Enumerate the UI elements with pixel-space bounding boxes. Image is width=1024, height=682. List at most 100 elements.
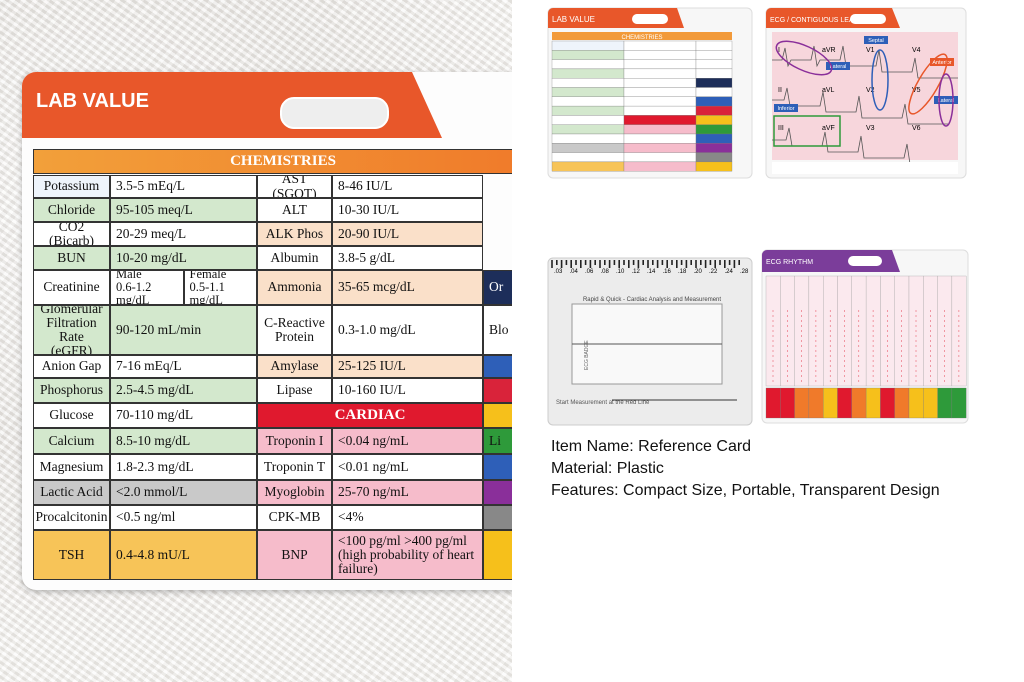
- thumb-title: ECG / CONTIGUOUS LEADS: [770, 17, 864, 24]
- scale-label: .14: [647, 269, 656, 275]
- mini-cell: [551, 115, 625, 125]
- lead-group: [775, 40, 833, 76]
- thumb-lab: LAB VALUE CHEMISTRIES: [547, 7, 753, 179]
- mini-cell: [551, 124, 625, 135]
- region-label: Lateral: [938, 98, 955, 104]
- lead-label: V6: [912, 125, 921, 132]
- mini-cell: [623, 40, 697, 51]
- mini-cell: [623, 124, 697, 135]
- rhythm-label: [837, 387, 852, 419]
- mini-cell: [551, 40, 625, 51]
- extra-cell: [483, 355, 512, 378]
- extra-cell: [483, 403, 512, 428]
- mini-cell: [695, 50, 733, 60]
- row-value: 20-90 IU/L: [332, 222, 483, 246]
- thumb-title: ECG RHYTHM: [766, 259, 813, 266]
- rhythm-label: [937, 387, 953, 419]
- row-name: Procalcitonin: [33, 505, 110, 530]
- lead-group: [871, 49, 889, 111]
- row-value: 3.8-5 g/dL: [332, 246, 483, 270]
- region-tag: [864, 36, 888, 44]
- mini-cell: [623, 50, 697, 60]
- row-value: <100 pg/ml >400 pg/ml (high probability …: [332, 530, 483, 580]
- lab-card: LAB VALUE CHEMISTRIES Potassium 3.5-5 mEq/…: [22, 72, 512, 590]
- section-header: CHEMISTRIES: [33, 149, 512, 174]
- mini-cell: [695, 68, 733, 79]
- extra-cell: Li: [483, 428, 512, 454]
- creatinine-label: Male: [116, 270, 142, 281]
- mini-cell: [551, 161, 625, 172]
- row-name: AST (SGOT): [257, 175, 332, 198]
- row-value: 20-29 meq/L: [110, 222, 257, 246]
- rhythm-label: [765, 387, 781, 419]
- row-name: Phosphorus: [33, 378, 110, 403]
- row-name: CO2 (Bicarb): [33, 222, 110, 246]
- row-value: 35-65 mcg/dL: [332, 270, 483, 305]
- extra-cell: [483, 480, 512, 505]
- item-features: Features: Compact Size, Portable, Transp…: [551, 482, 940, 499]
- region-tag: [774, 104, 798, 112]
- section-header: CARDIAC: [257, 403, 483, 428]
- slot: [280, 97, 389, 129]
- badge-start: Start Measurement at the Red Line: [556, 400, 650, 406]
- rhythm-label: [780, 387, 795, 419]
- row-name: BUN: [33, 246, 110, 270]
- lead-label: III: [778, 125, 784, 132]
- mini-cell: [623, 115, 697, 125]
- mini-cell: [623, 96, 697, 107]
- region-label: Inferior: [777, 106, 794, 112]
- card-title: LAB VALUE: [36, 90, 149, 112]
- mini-cell: [623, 161, 697, 172]
- row-value: 10-20 mg/dL: [110, 246, 257, 270]
- region-tag: [934, 96, 958, 104]
- scale-label: .12: [632, 269, 641, 275]
- row-name: Albumin: [257, 246, 332, 270]
- extra-cell: [483, 530, 512, 580]
- rhythm-label: [808, 387, 824, 419]
- mini-cell: [695, 124, 733, 135]
- row-value: 8.5-10 mg/dL: [110, 428, 257, 454]
- extra-cell: Or: [483, 270, 512, 305]
- rhythm-label: [794, 387, 810, 419]
- mini-cell: [551, 96, 625, 107]
- region-label: Lateral: [830, 64, 847, 70]
- extra-cell: Blo: [483, 305, 512, 355]
- row-value: 25-70 ng/mL: [332, 480, 483, 505]
- row-value: 10-160 IU/L: [332, 378, 483, 403]
- mini-cell: [623, 152, 697, 163]
- row-value: 7-16 mEq/L: [110, 355, 257, 378]
- rhythm-label: [865, 387, 881, 419]
- row-name: ALT: [257, 198, 332, 222]
- mini-cell: [695, 133, 733, 144]
- row-value: <0.04 ng/mL: [332, 428, 483, 454]
- lead-label: aVL: [822, 87, 835, 94]
- mini-cell: [623, 68, 697, 79]
- row-value: 2.5-4.5 mg/dL: [110, 378, 257, 403]
- mini-cell: [551, 143, 625, 153]
- extra-cell: [483, 454, 512, 480]
- lead-label: I: [778, 47, 780, 54]
- scale-label: .20: [694, 269, 703, 275]
- mini-cell: [695, 87, 733, 97]
- mini-cell: [623, 59, 697, 70]
- scale-label: .10: [616, 269, 625, 275]
- rhythm-label: [880, 387, 895, 419]
- row-name: Lactic Acid: [33, 480, 110, 505]
- row-value: 1.8-2.3 mg/dL: [110, 454, 257, 480]
- mini-cell: [695, 143, 733, 153]
- region-label: Septal: [868, 38, 884, 44]
- scale-label: .03: [554, 269, 563, 275]
- creatinine-label: Female: [189, 270, 227, 281]
- value-cell: Female 0.5-1.1 mg/dL: [183, 270, 257, 305]
- mini-cell: [623, 133, 697, 144]
- row-value: 0.4-4.8 mU/L: [110, 530, 257, 580]
- scale-label: .08: [601, 269, 610, 275]
- scale-label: .28: [740, 269, 749, 275]
- row-name: Lipase: [257, 378, 332, 403]
- rhythm-label: [923, 387, 938, 419]
- mini-cell: [695, 152, 733, 163]
- region-label: Anterior: [932, 60, 951, 66]
- region-tag: [826, 62, 850, 70]
